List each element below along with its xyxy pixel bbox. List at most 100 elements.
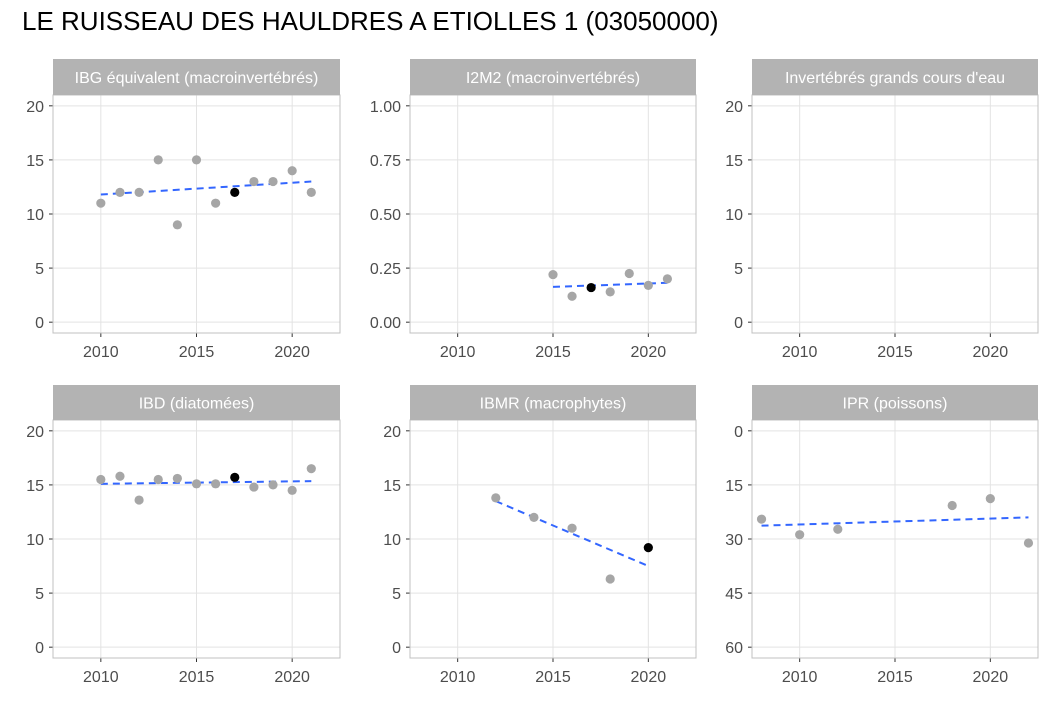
y-tick-label: 15	[725, 153, 743, 170]
y-tick-label: 1.00	[370, 99, 401, 116]
y-tick-label: 20	[383, 424, 401, 441]
y-tick-label: 15	[26, 478, 44, 495]
x-tick-label: 2015	[179, 669, 215, 686]
facet-panel: 0 5 10 15 20 2010 2015 2020 IBG équivalent (macr…	[26, 59, 341, 361]
facet-panel: 0 15 30 45 60 2010 2015 2020 IPR (poissons)	[725, 385, 1039, 686]
data-point	[643, 280, 653, 290]
data-point-highlight	[586, 282, 596, 293]
data-point	[548, 269, 558, 280]
y-tick-label: 15	[26, 153, 44, 170]
data-point	[96, 198, 106, 208]
facet-strip	[53, 385, 340, 420]
data-point-highlight	[643, 543, 653, 553]
page-title: LE RUISSEAU DES HAULDRES A ETIOLLES 1 (0…	[22, 6, 719, 36]
y-tick-label: 0.50	[370, 207, 401, 224]
facet-panel: 0 5 10 15 20 2010 2015 2020 IBMR (macrophytes)	[383, 385, 697, 686]
x-tick-label: 2015	[535, 669, 571, 686]
data-point	[115, 471, 125, 481]
data-point	[306, 464, 316, 474]
data-point	[153, 155, 163, 165]
y-tick-label: 5	[35, 586, 44, 603]
data-point	[287, 166, 297, 176]
facet-strip	[410, 59, 696, 95]
y-tick-label: 0	[734, 315, 743, 332]
data-point	[249, 482, 259, 492]
data-point	[96, 474, 106, 485]
data-point-highlight	[230, 472, 240, 482]
y-tick-label: 0	[35, 640, 44, 657]
y-tick-label: 0	[392, 640, 401, 657]
y-tick-label: 0.25	[370, 261, 401, 278]
y-tick-label: 60	[725, 640, 743, 657]
data-point	[134, 495, 144, 505]
y-tick-label: 45	[725, 586, 743, 603]
data-point	[268, 176, 278, 187]
data-point	[1023, 538, 1034, 548]
data-point	[115, 187, 125, 197]
x-tick-label: 2010	[440, 344, 476, 361]
facet-title: IBG équivalent (macroinvertébrés)	[75, 70, 319, 87]
data-point	[491, 493, 501, 503]
data-point	[662, 274, 673, 284]
y-tick-label: 0	[35, 315, 44, 332]
facet-title: IBMR (macrophytes)	[480, 396, 627, 413]
data-point	[172, 473, 182, 484]
facet-title: IBD (diatomées)	[139, 396, 255, 413]
x-tick-label: 2010	[83, 344, 119, 361]
x-tick-label: 2010	[83, 669, 119, 686]
data-point	[567, 523, 577, 533]
x-tick-label: 2020	[973, 344, 1009, 361]
facet-title: Invertébrés grands cours d'eau	[785, 70, 1005, 87]
y-tick-label: 0	[734, 424, 743, 441]
data-point	[756, 514, 767, 524]
data-point	[249, 176, 259, 187]
data-point-highlight	[230, 187, 240, 197]
y-tick-label: 20	[26, 424, 44, 441]
data-point	[985, 494, 995, 504]
data-point	[134, 187, 144, 197]
data-point	[567, 291, 577, 301]
x-tick-label: 2020	[973, 669, 1009, 686]
data-point	[268, 480, 278, 490]
x-tick-label: 2015	[877, 344, 913, 361]
data-point	[211, 198, 221, 208]
data-point	[172, 220, 182, 230]
x-tick-label: 2020	[631, 669, 667, 686]
data-point	[624, 268, 634, 279]
facet-title: I2M2 (macroinvertébrés)	[466, 70, 640, 87]
data-point	[287, 485, 297, 495]
facet-strip	[410, 385, 696, 420]
x-tick-label: 2020	[274, 669, 310, 686]
y-tick-label: 30	[725, 532, 743, 549]
facet-panel: 0 5 10 15 20 2010 2015 2020 IBD (diatomées)	[26, 385, 341, 686]
y-tick-label: 20	[26, 99, 44, 116]
y-tick-label: 5	[392, 586, 401, 603]
trend-line	[761, 516, 1029, 527]
y-tick-label: 0.75	[370, 153, 401, 170]
facet-strip	[752, 385, 1038, 420]
y-tick-label: 10	[26, 532, 44, 549]
data-point	[529, 512, 539, 522]
y-tick-label: 5	[35, 261, 44, 278]
facet-title: IPR (poissons)	[843, 396, 948, 413]
data-point	[211, 479, 221, 489]
x-tick-label: 2020	[274, 344, 310, 361]
facet-panel: 0.00 0.25 0.50 0.75 1.00 2010 2015 2020 I2M2 (ma…	[370, 59, 697, 361]
y-tick-label: 10	[725, 207, 743, 224]
data-point	[191, 155, 202, 165]
data-point	[191, 479, 202, 489]
data-point	[605, 287, 615, 297]
y-tick-label: 5	[734, 261, 743, 278]
y-tick-label: 20	[725, 99, 743, 116]
x-tick-label: 2010	[782, 669, 818, 686]
x-tick-label: 2010	[782, 344, 818, 361]
trend-line	[495, 500, 649, 567]
data-point	[306, 187, 316, 197]
x-tick-label: 2010	[440, 669, 476, 686]
facet-panel: 0 5 10 15 20 2010 2015 2020 Invertébrés grands c…	[725, 59, 1039, 361]
x-tick-label: 2015	[179, 344, 215, 361]
y-tick-label: 10	[26, 207, 44, 224]
y-tick-label: 15	[383, 478, 401, 495]
